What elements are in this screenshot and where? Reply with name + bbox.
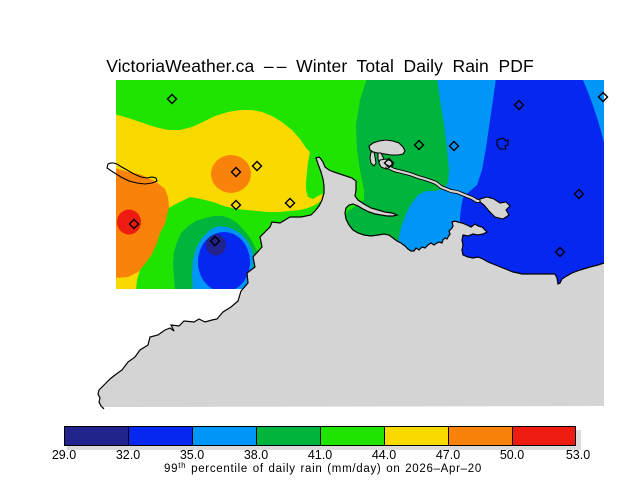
svg-text:50.0: 50.0 [500,448,524,462]
svg-text:47.0: 47.0 [436,448,460,462]
svg-text:32.0: 32.0 [116,448,140,462]
svg-text:VictoriaWeather.ca –– Winter T: VictoriaWeather.ca – – Winter Total Daily… [106,56,534,76]
svg-text:44.0: 44.0 [372,448,396,462]
svg-text:41.0: 41.0 [308,448,332,462]
svg-text:99th percentile of daily rain: 99th percentile of daily rain (mm/day) o… [164,461,482,475]
svg-text:53.0: 53.0 [566,448,590,462]
svg-text:29.0: 29.0 [52,448,76,462]
svg-text:38.0: 38.0 [244,448,268,462]
svg-text:35.0: 35.0 [180,448,204,462]
